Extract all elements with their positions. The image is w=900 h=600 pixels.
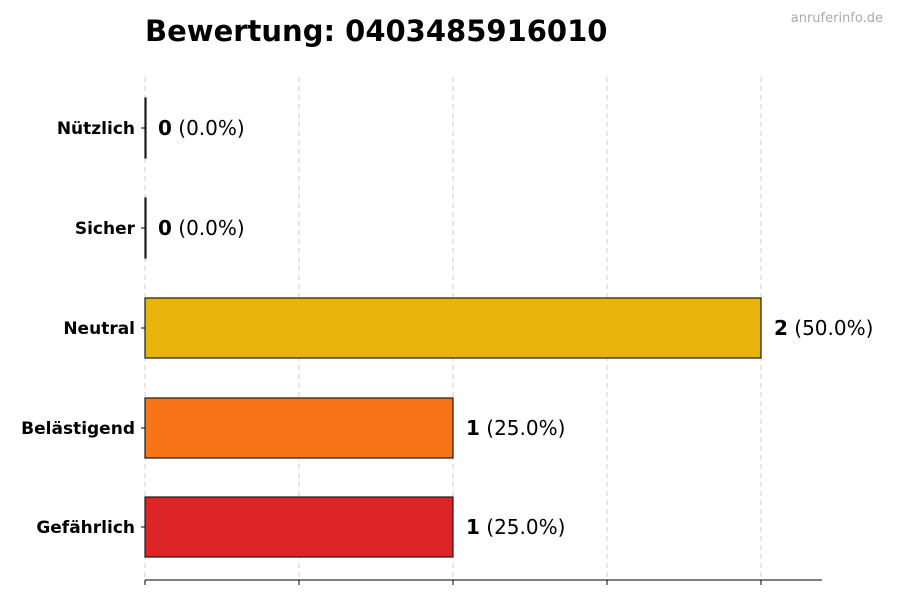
value-percent: (0.0%) (172, 116, 245, 140)
bar (144, 297, 762, 359)
category-label: Nützlich (57, 119, 135, 139)
grid-lines (144, 77, 762, 580)
bar (144, 496, 454, 558)
category-label: Neutral (63, 319, 135, 339)
category-label: Sicher (75, 219, 136, 239)
bar (144, 397, 454, 459)
category-label: Gefährlich (36, 518, 135, 538)
value-label: 1 (25.0%) (466, 515, 565, 539)
value-percent: (0.0%) (172, 216, 245, 240)
value-count: 1 (466, 416, 480, 440)
bars (144, 97, 762, 558)
value-labels: 0 (0.0%)0 (0.0%)2 (50.0%)1 (25.0%)1 (25.… (158, 116, 873, 539)
value-percent: (50.0%) (788, 316, 874, 340)
value-percent: (25.0%) (480, 515, 566, 539)
value-label: 2 (50.0%) (774, 316, 873, 340)
value-percent: (25.0%) (480, 416, 566, 440)
value-count: 0 (158, 116, 172, 140)
bar (144, 197, 147, 259)
chart-title: Bewertung: 0403485916010 (145, 14, 607, 48)
value-label: 1 (25.0%) (466, 416, 565, 440)
category-label: Belästigend (21, 419, 135, 439)
value-count: 0 (158, 216, 172, 240)
bar (144, 97, 147, 159)
value-count: 2 (774, 316, 788, 340)
category-labels: Nützlich Sicher Neutral Belästigend Gefährli… (21, 119, 135, 538)
value-label: 0 (0.0%) (158, 116, 245, 140)
value-count: 1 (466, 515, 480, 539)
value-label: 0 (0.0%) (158, 216, 245, 240)
axes (141, 127, 822, 585)
watermark: anruferinfo.de (791, 11, 883, 26)
